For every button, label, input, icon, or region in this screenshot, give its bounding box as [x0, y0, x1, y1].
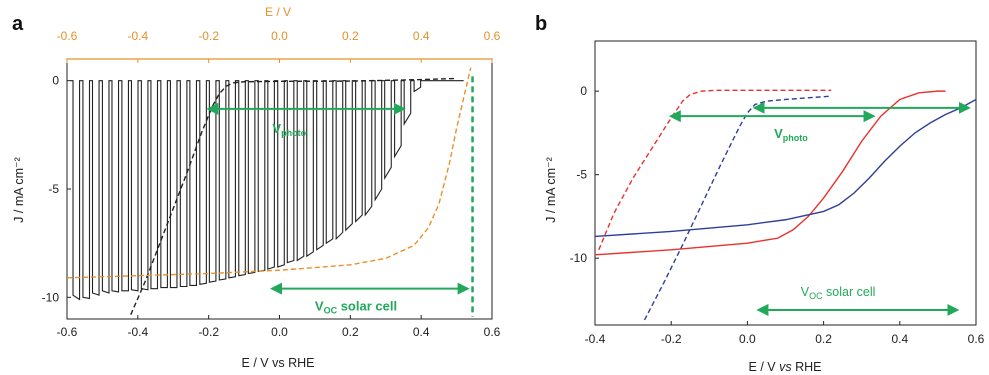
panel-a-dashed-curve [130, 77, 457, 315]
voc-sub: OC [324, 306, 338, 316]
panel-a-y-ticks: 0 -5 -10 [42, 74, 71, 304]
panel-b-x-tick-label: 0.0 [739, 332, 756, 346]
panel-b-solid-curve [594, 90, 946, 256]
panel-a-y-tick-label: 0 [52, 74, 59, 88]
panel-b-frame [594, 40, 977, 326]
voc-tail: solar cell [337, 299, 397, 314]
panel-a-top-tick-label: 0.2 [342, 29, 359, 43]
panel-a-voc-label: VOC solar cell [315, 299, 397, 316]
panel-a-x-tick-label: -0.2 [198, 325, 219, 339]
panel-a-top-tick-label: -0.6 [57, 29, 78, 43]
panel-b-x-tick-label: 0.6 [968, 332, 985, 346]
panel-b-letter: b [535, 13, 547, 35]
panel-a-x-ticks: -0.6 -0.4 -0.2 0.0 0.2 0.4 0.6 [57, 315, 501, 339]
panel-a-series [66, 67, 472, 315]
panel-b-y-ticks: 0 -5 -10 [570, 84, 599, 265]
panel-a-x-tick-label: -0.6 [57, 325, 78, 339]
panel-b-x-ticks: -0.4 -0.2 0.0 0.2 0.4 0.6 [585, 321, 985, 346]
xlabel-suffix: RHE [792, 360, 822, 374]
panel-a-top-axis-label: E / V [265, 5, 291, 19]
panel-a-y-axis-label: J / mA cm⁻² [12, 157, 26, 223]
panel-b: b -0.4 -0.2 0.0 0.2 0.4 0.6 0-5-10 Vphoto VOC… [535, 13, 985, 374]
panel-b-y-tick-label: -10 [570, 251, 588, 265]
panel-b-voc-label: VOC solar cell [801, 285, 876, 301]
panel-a-annotations: Vphoto VOC solar cell [206, 76, 474, 317]
panel-b-x-axis-label: E / V vs RHE [749, 360, 822, 374]
panel-b-y-axis-label: J / mA cm⁻² [544, 157, 558, 223]
panel-a-x-tick-label: 0.4 [413, 325, 430, 339]
voc-main: V [315, 299, 324, 314]
panel-b-x-tick-label: -0.4 [585, 332, 606, 346]
vphoto-sub: photo [281, 128, 306, 138]
panel-a-frame [66, 58, 493, 320]
panel-a-letter: a [12, 13, 24, 35]
panel-a-top-tick-label: 0.0 [271, 29, 288, 43]
panel-a-chopped-curve [70, 80, 464, 301]
panel-b-x-tick-label: 0.2 [815, 332, 832, 346]
panel-b-solid-curve [594, 98, 977, 238]
panel-b-x-tick-label: -0.2 [661, 332, 682, 346]
panel-b-y-tick-label: 0 [580, 84, 587, 98]
panel-a-y-tick-label: -5 [48, 182, 59, 196]
panel-a-vphoto-label: Vphoto [272, 121, 306, 138]
voc-tail: solar cell [823, 285, 876, 299]
vphoto-main: V [272, 121, 281, 136]
panel-a-top-tick-label: 0.6 [484, 29, 501, 43]
panel-b-series [594, 89, 977, 321]
vphoto-main: V [774, 126, 783, 141]
panel-a-x-tick-label: -0.4 [127, 325, 148, 339]
panel-a-top-ticks: -0.6 -0.4 -0.2 0.0 0.2 0.4 0.6 [57, 29, 501, 63]
panel-b-dashed-curve [643, 95, 832, 321]
panel-a-x-tick-label: 0.2 [342, 325, 359, 339]
panel-a-x-axis-label: E / V vs RHE [242, 356, 315, 370]
panel-b-y-tick-label: -5 [576, 168, 587, 182]
panel-a-x-tick-label: 0.0 [271, 325, 288, 339]
panel-a-top-tick-label: -0.2 [198, 29, 219, 43]
panel-a: a E / V -0.6 -0.4 -0.2 0.0 0.2 0.4 0.6 -0.6 -0.… [12, 5, 501, 370]
panel-b-vphoto-label: Vphoto [774, 126, 808, 143]
panel-b-x-tick-label: 0.4 [891, 332, 908, 346]
voc-main: V [801, 285, 810, 299]
vphoto-sub: photo [783, 133, 808, 143]
xlabel-prefix: E / V [749, 360, 780, 374]
xlabel-italic: vs [779, 360, 792, 374]
panel-b-annotations: Vphoto VOC solar cell [668, 101, 971, 316]
voc-sub: OC [809, 291, 823, 301]
panel-a-top-tick-label: 0.4 [413, 29, 430, 43]
panel-a-y-tick-label: -10 [42, 290, 60, 304]
panel-a-x-tick-label: 0.6 [484, 325, 501, 339]
panel-a-top-tick-label: -0.4 [127, 29, 148, 43]
panel-b-dashed-curve [598, 89, 832, 251]
